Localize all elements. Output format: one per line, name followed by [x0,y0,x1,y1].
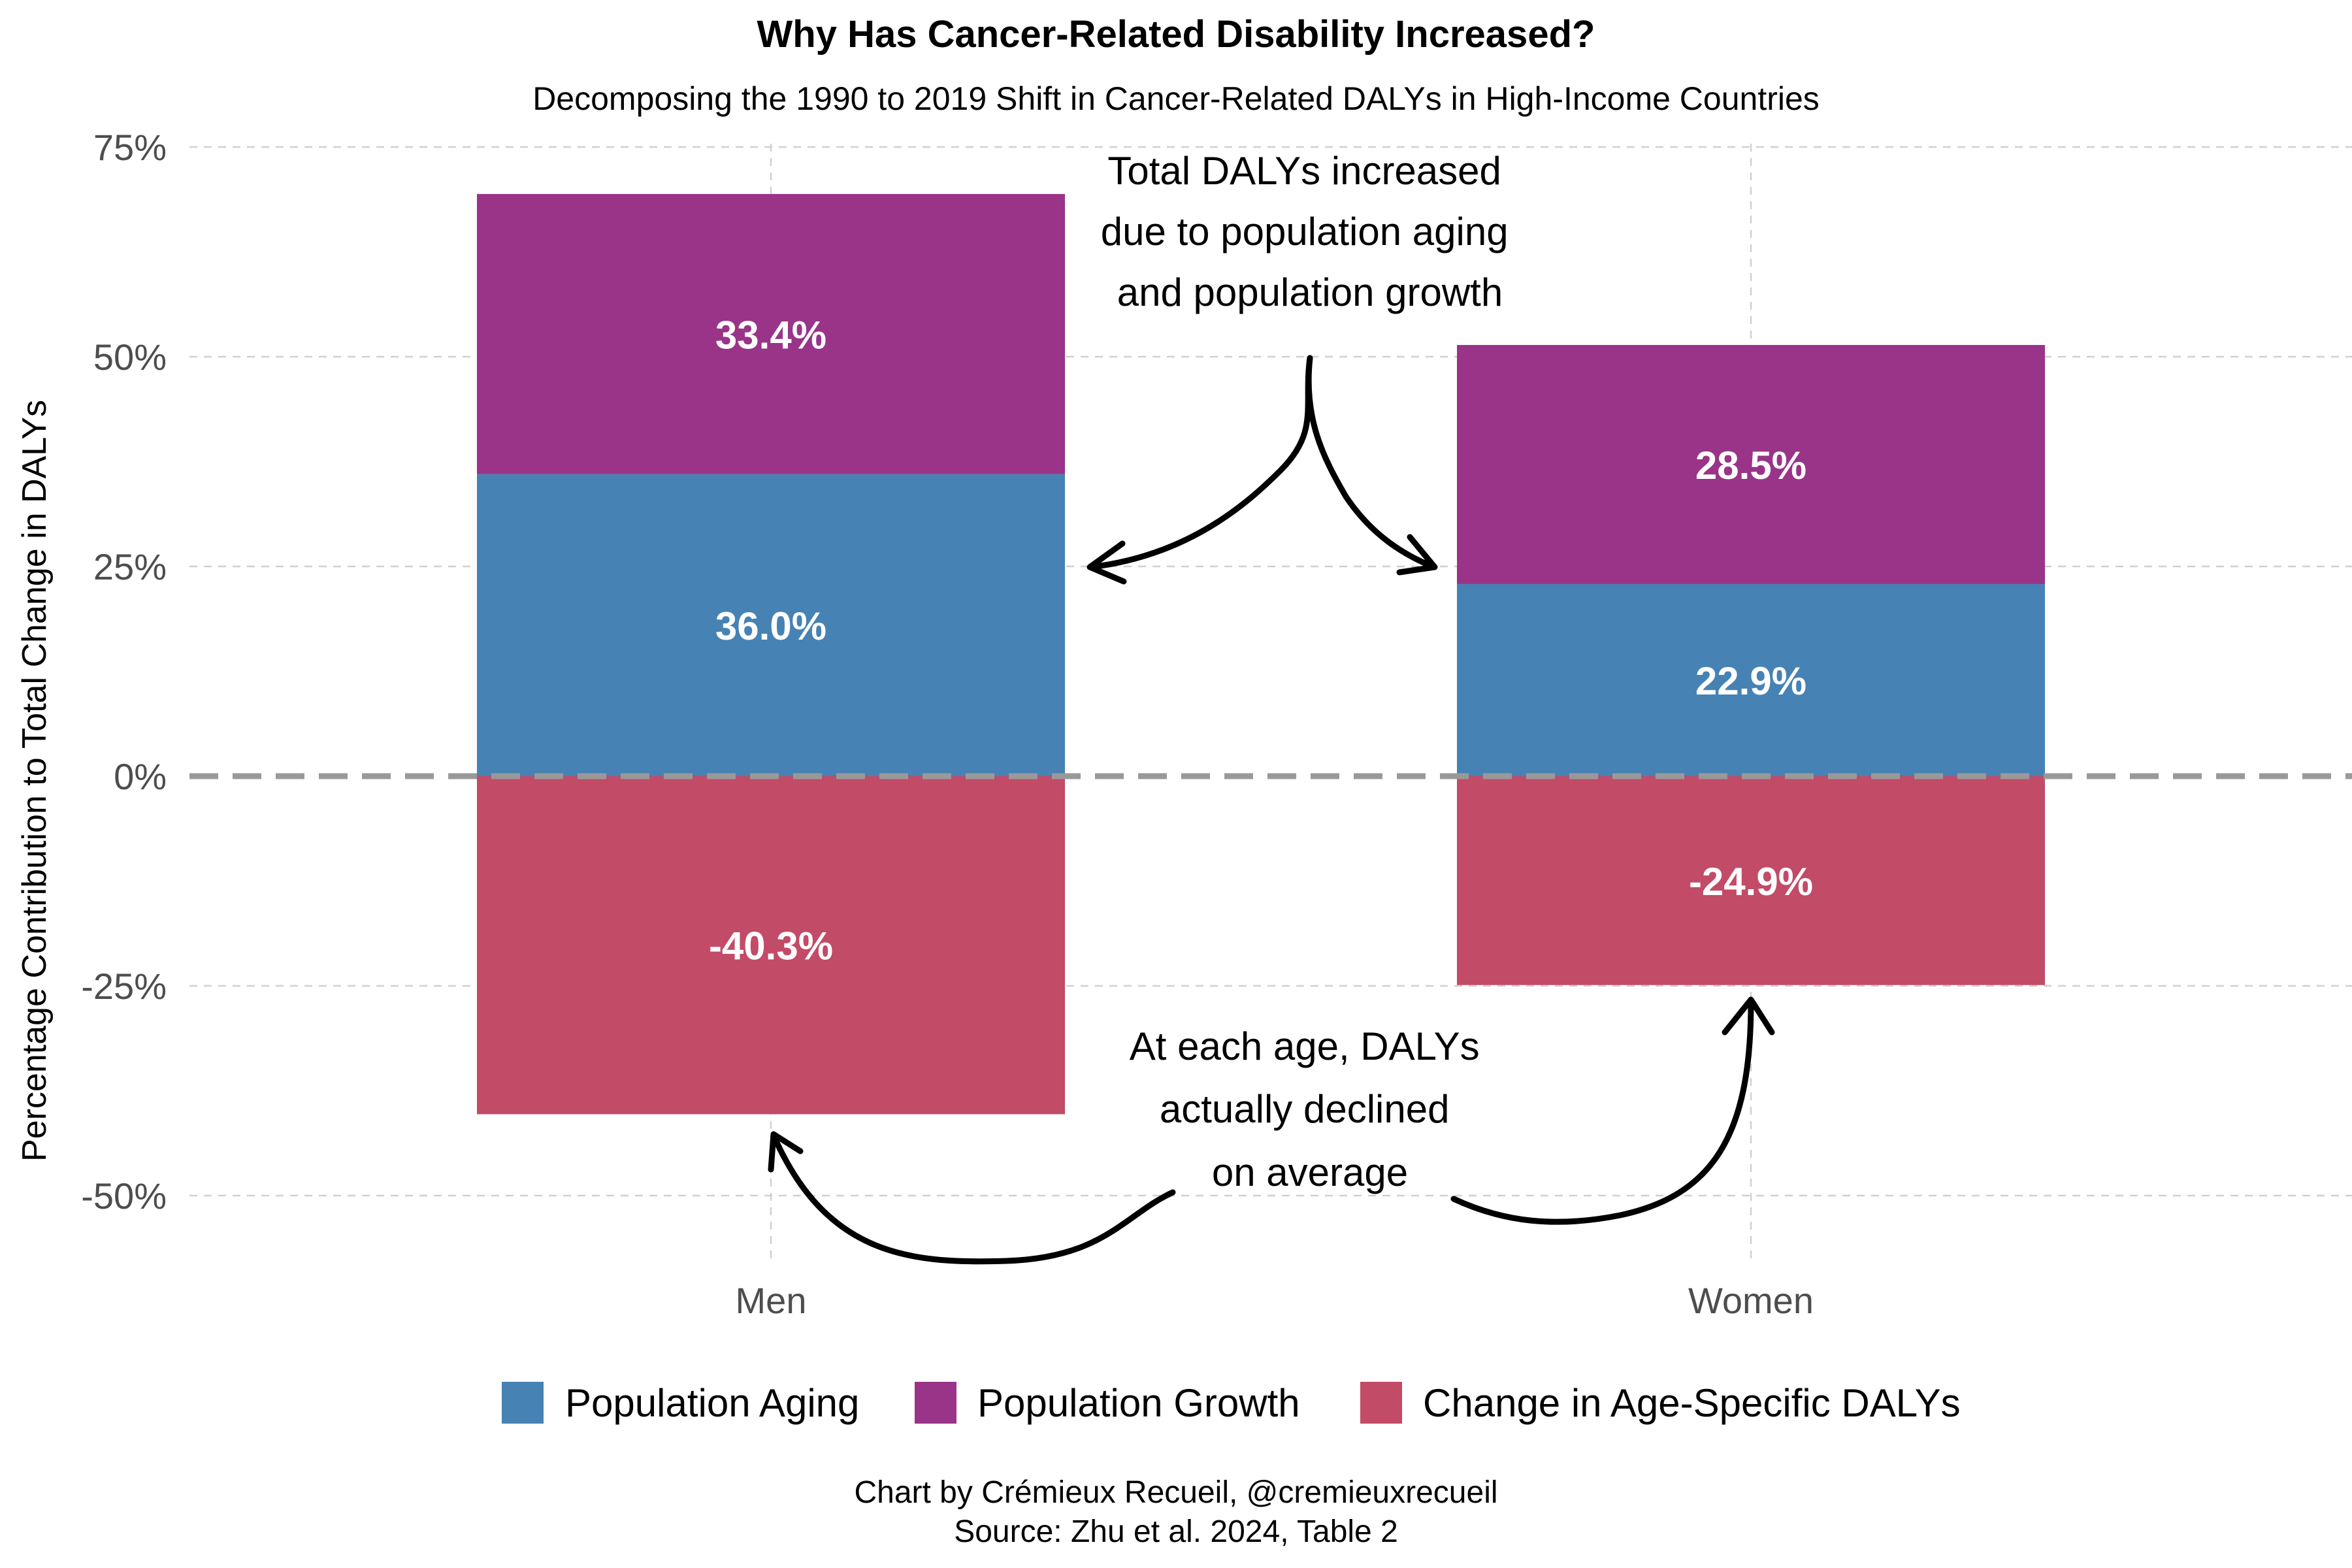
annotation-top-line-3: and population growth [1117,270,1503,314]
bar-value-label: 36.0% [715,604,826,648]
bars-layer [477,193,2045,1115]
y-axis-label: Percentage Contribution to Total Change … [16,400,54,1162]
arrowhead-bottom-left [768,1131,804,1173]
legend-label-aging: Population Aging [565,1381,859,1425]
bar-segment [477,776,1065,1115]
bar-value-label: 33.4% [715,313,826,357]
bar-segment [1457,776,2045,985]
y-tick-label: -50% [81,1175,167,1217]
chart-title: Why Has Cancer-Related Disability Increa… [757,13,1595,56]
bar-segment [477,474,1065,776]
bar-value-label: 22.9% [1695,659,1806,703]
annotation-bottom-line-3: on average [1212,1151,1408,1194]
annotation-top-line-2: due to population aging [1101,210,1509,253]
legend-swatch-age-specific [1360,1382,1402,1424]
caption-credit: Chart by Crémieux Recueil, @cremieuxrecu… [854,1475,1497,1510]
y-tick-label: 25% [93,546,167,587]
axis-ticks-layer: 75% 50% 25% 0% -25% -50% Men Women [81,127,1814,1321]
caption-source: Source: Zhu et al. 2024, Table 2 [954,1514,1398,1549]
legend-swatch-aging [502,1382,544,1424]
bar-segment [477,193,1065,474]
arrow-bottom-left [771,1134,1176,1265]
annotation-bottom: At each age, DALYs actually declined on … [1130,1024,1491,1194]
legend: Population Aging Population Growth Chang… [502,1381,1961,1425]
arrow-bottom-right [1450,1000,1754,1225]
arrow-top-right [1305,355,1437,570]
bar-labels-layer: 36.0% 33.4% -40.3% 22.9% 28.5% -24.9% [709,313,1813,968]
bar-segment [1457,345,2045,584]
y-tick-label: 0% [114,756,167,797]
x-tick-label: Men [736,1280,807,1321]
annotation-bottom-line-2: actually declined [1160,1087,1450,1131]
legend-swatch-growth [915,1382,956,1424]
bar-value-label: -40.3% [709,924,833,968]
annotation-arrows [768,355,1775,1265]
bar-value-label: -24.9% [1689,860,1813,904]
annotation-top-line-1: Total DALYs increased [1107,149,1501,193]
y-tick-label: 50% [93,336,167,378]
bar-value-label: 28.5% [1695,444,1806,487]
annotation-bottom-line-1: At each age, DALYs [1130,1024,1480,1068]
y-tick-label: 75% [93,127,167,168]
legend-label-growth: Population Growth [977,1381,1300,1425]
x-tick-label: Women [1688,1280,1814,1321]
legend-label-age-specific: Change in Age-Specific DALYs [1423,1381,1961,1425]
annotation-top: Total DALYs increased due to population … [1101,149,1520,314]
arrowhead-bottom-right [1722,996,1775,1036]
y-tick-label: -25% [81,966,167,1007]
arrowhead-top-left [1086,540,1127,585]
bar-segment [1457,583,2045,776]
arrow-top-left [1088,355,1313,570]
chart-subtitle: Decomposing the 1990 to 2019 Shift in Ca… [532,80,1820,117]
arrowhead-top-right [1396,534,1438,576]
